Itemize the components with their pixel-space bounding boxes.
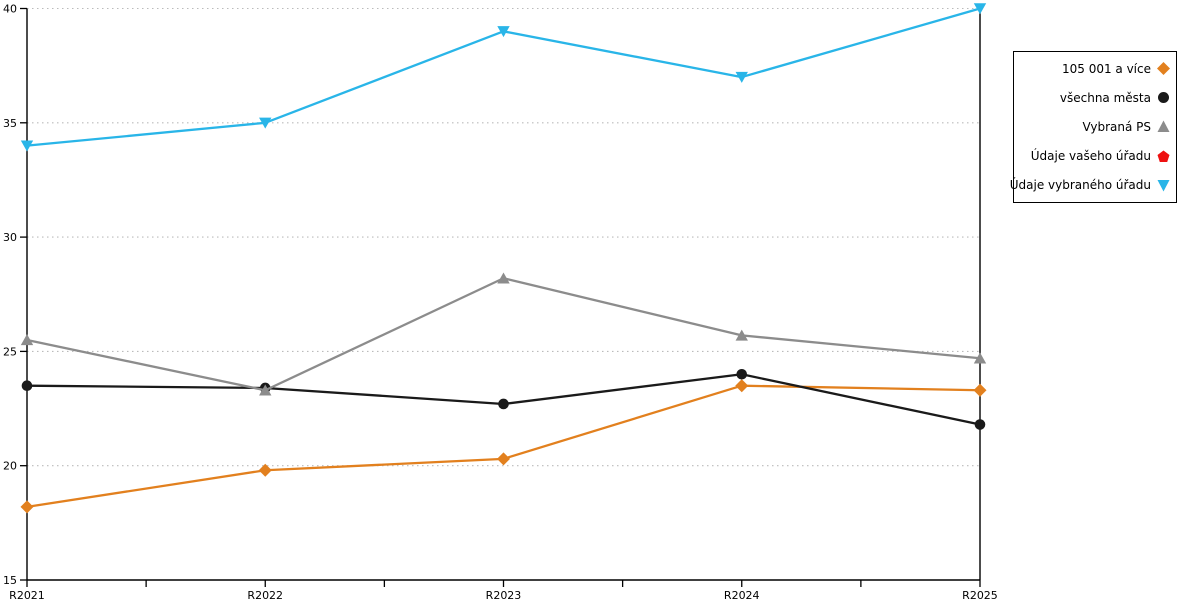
x-tick-label: R2023 bbox=[486, 589, 522, 600]
y-tick-label: 30 bbox=[3, 231, 17, 244]
triangle-up-icon-shape bbox=[1157, 120, 1170, 133]
data-point-circle bbox=[21, 380, 33, 391]
legend-item-udaje-vybraneho-uradu: Údaje vybraného úřadu bbox=[1010, 178, 1170, 192]
data-point-diamond bbox=[973, 383, 987, 397]
legend: 105 001 a více všechna města Vybraná PS bbox=[1010, 51, 1177, 203]
data-point-triangle-down bbox=[497, 26, 510, 38]
legend-label: 105 001 a více bbox=[1061, 61, 1151, 76]
data-point-diamond bbox=[735, 379, 749, 393]
circle-icon-shape bbox=[1158, 92, 1169, 104]
diamond-icon bbox=[1157, 62, 1170, 76]
series-line bbox=[25, 277, 982, 392]
legend-label: Vybraná PS bbox=[1082, 119, 1151, 134]
pentagon-icon bbox=[1157, 150, 1170, 163]
legend-label: Údaje vašeho úřadu bbox=[1030, 149, 1151, 164]
data-point-triangle-up bbox=[973, 352, 987, 364]
data-point-circle bbox=[498, 398, 509, 410]
triangle-up-icon bbox=[1157, 120, 1170, 133]
data-point-triangle-up bbox=[497, 272, 510, 284]
data-point-circle bbox=[974, 419, 986, 430]
data-point-triangle-down bbox=[259, 117, 272, 129]
data-point-triangle-up bbox=[20, 334, 34, 346]
data-point-triangle-down bbox=[973, 3, 987, 15]
data-point-triangle-down bbox=[20, 140, 34, 152]
data-point-diamond bbox=[497, 452, 510, 466]
y-tick-label: 35 bbox=[3, 117, 17, 130]
legend-item-vybrana-ps: Vybraná PS bbox=[1018, 120, 1170, 134]
y-tick-label: 25 bbox=[3, 345, 17, 358]
pentagon-icon-shape bbox=[1157, 150, 1170, 162]
x-tick-label: R2022 bbox=[247, 589, 283, 600]
legend-item-udaje-vaseho-uradu: Údaje vašeho úřadu bbox=[1018, 149, 1170, 163]
data-point-circle bbox=[736, 368, 748, 380]
legend-item-105001-a-vice: 105 001 a více bbox=[1018, 62, 1170, 76]
x-tick-label: R2021 bbox=[9, 589, 45, 600]
triangle-down-icon bbox=[1157, 179, 1170, 192]
data-point-diamond bbox=[20, 500, 34, 514]
y-tick-label: 40 bbox=[3, 3, 17, 16]
diamond-icon-shape bbox=[1157, 62, 1170, 76]
y-tick-label: 20 bbox=[3, 460, 17, 473]
x-tick-label: R2024 bbox=[724, 589, 760, 600]
data-point-triangle-up bbox=[735, 329, 748, 341]
data-point-triangle-up bbox=[259, 384, 272, 396]
data-point-triangle-down bbox=[735, 71, 748, 83]
legend-item-vsechna-mesta: všechna města bbox=[1018, 91, 1170, 105]
triangle-down-icon-shape bbox=[1157, 179, 1170, 192]
circle-icon bbox=[1157, 91, 1170, 104]
y-tick-label: 15 bbox=[3, 574, 17, 587]
legend-label: Údaje vybraného úřadu bbox=[1009, 178, 1151, 193]
data-point-diamond bbox=[258, 463, 272, 477]
legend-label: všechna města bbox=[1059, 90, 1151, 105]
x-tick-label: R2025 bbox=[962, 589, 998, 600]
